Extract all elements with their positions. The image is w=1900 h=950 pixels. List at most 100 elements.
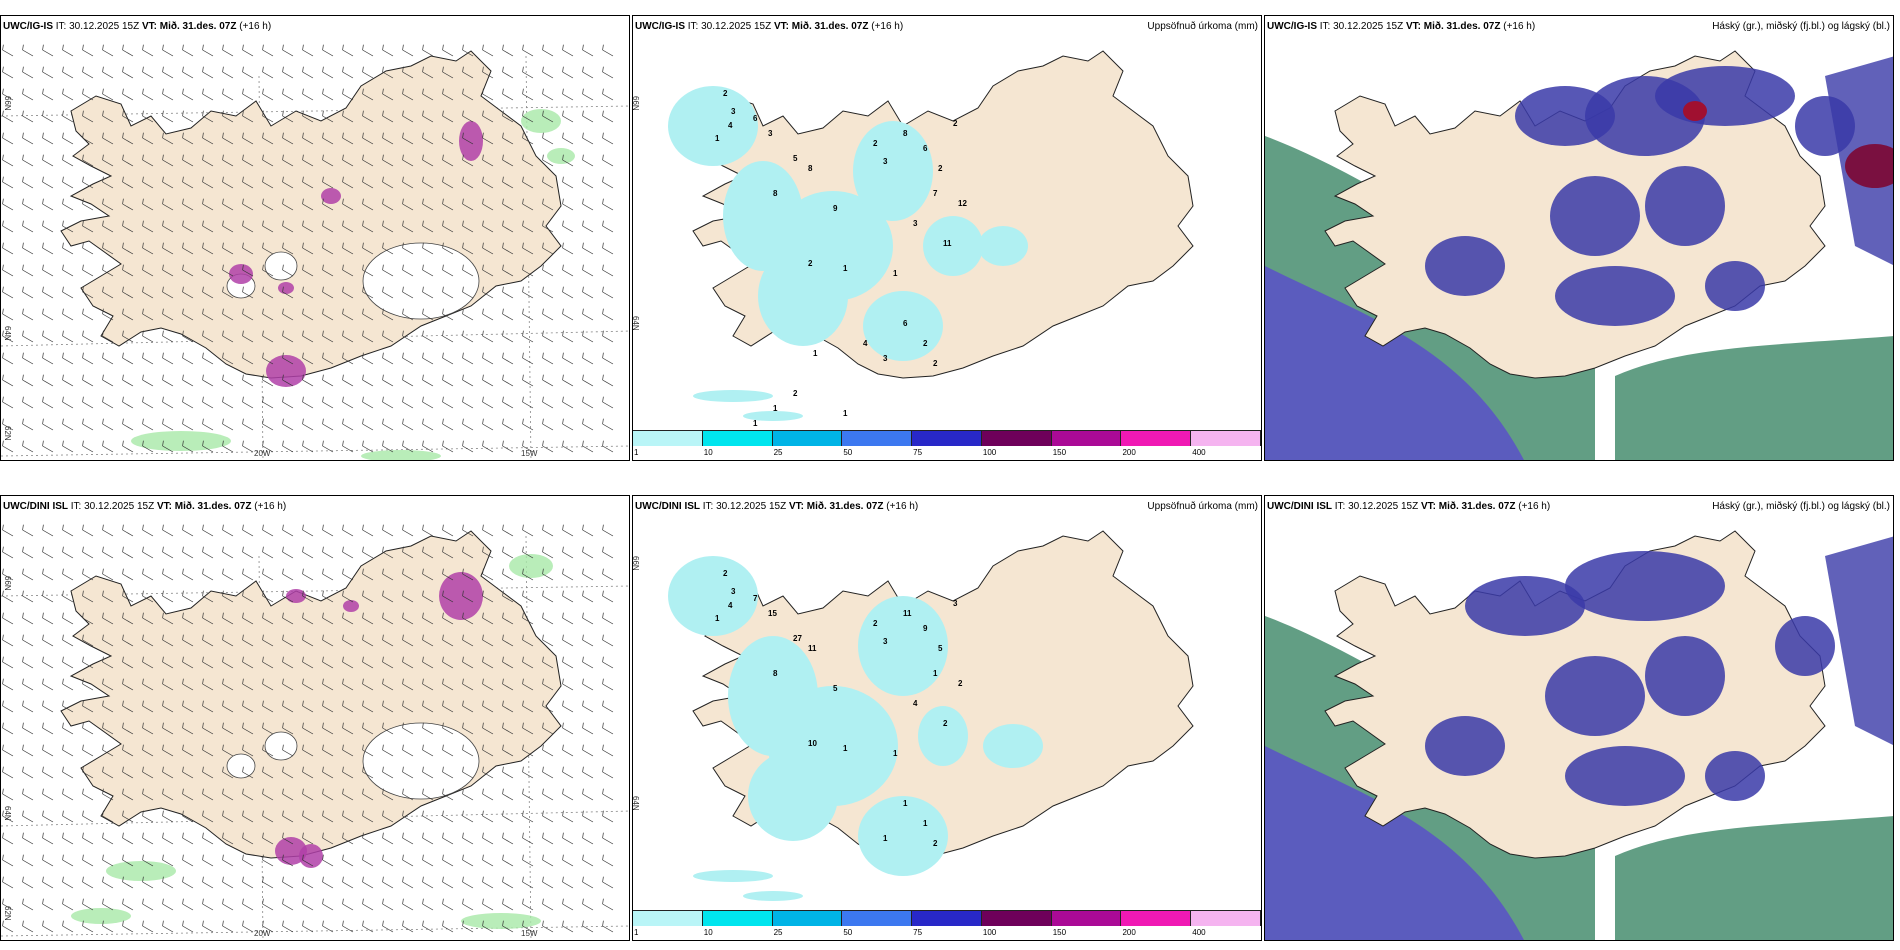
wind-barb (522, 744, 534, 757)
wind-barb (482, 832, 494, 845)
wind-barb (422, 590, 434, 603)
colorbar-label: 25 (773, 448, 783, 457)
wind-barb (522, 722, 534, 735)
wind-barb (262, 898, 274, 911)
wind-barb (542, 590, 554, 603)
wind-barb (482, 590, 494, 603)
wind-barb (342, 132, 354, 145)
low-cloud (1555, 266, 1675, 326)
wind-barb (222, 854, 234, 867)
wind-barb (2, 110, 14, 123)
wind-barb (202, 766, 214, 779)
wind-barb (362, 286, 374, 299)
wind-barb (162, 418, 174, 431)
wind-barb (182, 612, 194, 625)
wind-barb (22, 612, 34, 625)
wind-barb (382, 176, 394, 189)
wind-barb (122, 722, 134, 735)
wind-barb (182, 722, 194, 735)
wind-barb (262, 788, 274, 801)
wind-barb (122, 198, 134, 211)
wind-barb (242, 788, 254, 801)
wind-barb (402, 722, 414, 735)
wind-barb (502, 788, 514, 801)
wind-barb (362, 766, 374, 779)
wind-barb (442, 330, 454, 343)
wind-barb (242, 876, 254, 889)
precip-area (748, 751, 838, 841)
wind-barb (582, 832, 594, 845)
wind-barb (42, 810, 54, 823)
wind-barb (442, 722, 454, 735)
wind-barb (62, 440, 74, 453)
wind-barb (22, 634, 34, 647)
wind-barb (182, 590, 194, 603)
wind-barb (482, 524, 494, 537)
wind-barb (102, 198, 114, 211)
wind-barb (22, 330, 34, 343)
wind-barb (162, 132, 174, 145)
wind-barb (122, 810, 134, 823)
wind-barb (42, 198, 54, 211)
wind-barb (522, 612, 534, 625)
low-cloud (1705, 751, 1765, 801)
wind-barb (402, 788, 414, 801)
panel-header: UWC/DINI ISL IT: 30.12.2025 15Z VT: Mið.… (1267, 501, 1551, 512)
wind-barb (402, 242, 414, 255)
wind-barb (582, 700, 594, 713)
wind-barb (102, 898, 114, 911)
wind-barb (62, 418, 74, 431)
wind-barb (202, 132, 214, 145)
wind-barb (462, 678, 474, 691)
wind-barb (442, 876, 454, 889)
graticule (258, 555, 264, 940)
wind-barb (2, 308, 14, 321)
wind-barb (282, 154, 294, 167)
wind-barb (502, 220, 514, 233)
wind-barb (202, 88, 214, 101)
wind-barb (362, 678, 374, 691)
wind-barb (22, 678, 34, 691)
wind-barb (62, 766, 74, 779)
wind-barb (22, 396, 34, 409)
wind-barb (22, 374, 34, 387)
precip-blob (547, 148, 575, 164)
wind-barb (562, 744, 574, 757)
wind-barb (442, 634, 454, 647)
wind-barb (102, 568, 114, 581)
wind-barb (22, 220, 34, 233)
wind-barb (442, 198, 454, 211)
wind-barb (562, 920, 574, 933)
wind-barb (142, 568, 154, 581)
wind-barb (382, 154, 394, 167)
wind-barb (82, 722, 94, 735)
wind-barb (42, 88, 54, 101)
wind-barb (202, 832, 214, 845)
wind-barb (262, 854, 274, 867)
wind-barb (202, 876, 214, 889)
wind-barb (462, 656, 474, 669)
wind-barb (202, 440, 214, 453)
cloud-map (1265, 496, 1893, 940)
wind-barb (102, 308, 114, 321)
wind-barb (442, 590, 454, 603)
wind-barb (502, 198, 514, 211)
wind-barb (182, 920, 194, 933)
wind-barb (582, 418, 594, 431)
wind-barb (422, 396, 434, 409)
wind-barb (82, 44, 94, 57)
wind-barb (582, 242, 594, 255)
wind-barb (62, 898, 74, 911)
wind-barb (422, 656, 434, 669)
wind-barb (362, 308, 374, 321)
wind-barb (62, 568, 74, 581)
wind-barb (22, 286, 34, 299)
wind-barb (122, 330, 134, 343)
wind-barb (202, 634, 214, 647)
wind-barb (242, 44, 254, 57)
wind-barb (342, 330, 354, 343)
wind-barb (582, 766, 594, 779)
wind-barb (442, 766, 454, 779)
precip-value: 1 (843, 264, 848, 273)
mid-cloud (1265, 266, 1524, 460)
